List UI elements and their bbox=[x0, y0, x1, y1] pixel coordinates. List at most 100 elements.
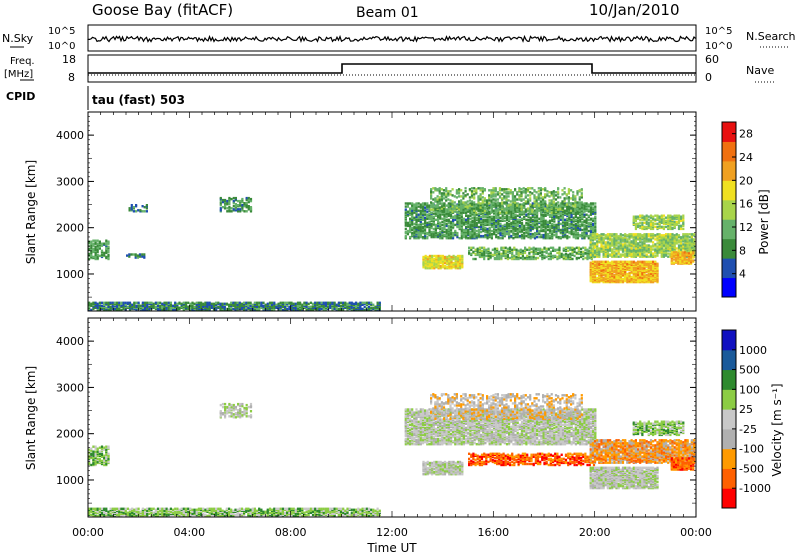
heatmap-cell bbox=[639, 260, 642, 263]
heatmap-cell bbox=[178, 301, 181, 304]
heatmap-cell bbox=[602, 260, 605, 263]
heatmap-cell bbox=[438, 206, 441, 209]
heatmap-cell bbox=[424, 254, 427, 258]
heatmap-cell bbox=[542, 198, 545, 201]
heatmap-cell bbox=[484, 226, 487, 230]
heatmap-cell bbox=[552, 195, 555, 198]
heatmap-cell bbox=[240, 307, 244, 311]
heatmap-cell bbox=[524, 208, 527, 211]
heatmap-cell bbox=[565, 193, 568, 196]
heatmap-cell bbox=[530, 247, 533, 250]
heatmap-cell bbox=[576, 224, 580, 228]
heatmap-cell bbox=[551, 229, 554, 233]
heatmap-cell bbox=[641, 269, 644, 273]
heatmap-cell bbox=[100, 304, 104, 307]
heatmap-cell bbox=[419, 205, 422, 208]
heatmap-cell bbox=[446, 261, 449, 265]
heatmap-cell bbox=[443, 261, 447, 265]
heatmap-cell bbox=[523, 237, 526, 240]
heatmap-cell bbox=[647, 272, 650, 276]
heatmap-cell bbox=[462, 221, 465, 225]
heatmap-cell bbox=[469, 223, 472, 227]
heatmap-cell bbox=[570, 209, 573, 212]
heatmap-cell bbox=[447, 237, 450, 240]
heatmap-cell bbox=[484, 218, 487, 221]
heatmap-cell bbox=[604, 248, 607, 251]
heatmap-cell bbox=[613, 275, 616, 279]
heatmap-cell bbox=[161, 305, 164, 308]
heatmap-cell bbox=[585, 206, 588, 209]
heatmap-cell bbox=[580, 250, 583, 254]
heatmap-cell bbox=[154, 305, 157, 308]
heatmap-cell bbox=[615, 247, 618, 250]
heatmap-cell bbox=[548, 234, 552, 238]
heatmap-cell bbox=[337, 307, 340, 311]
heatmap-cell bbox=[116, 305, 119, 308]
heatmap-cell bbox=[475, 234, 478, 238]
heatmap-cell bbox=[434, 208, 437, 211]
heatmap-cell bbox=[436, 198, 439, 201]
heatmap-cell bbox=[413, 228, 416, 232]
heatmap-cell bbox=[536, 215, 539, 218]
heatmap-cell bbox=[524, 188, 527, 191]
heatmap-cell bbox=[533, 189, 536, 192]
heatmap-cell bbox=[533, 231, 537, 235]
heatmap-cell bbox=[471, 216, 474, 219]
heatmap-cell bbox=[426, 267, 429, 270]
heatmap-cell bbox=[529, 205, 532, 208]
heatmap-cell bbox=[486, 233, 489, 237]
heatmap-cell bbox=[159, 304, 162, 307]
heatmap-cell bbox=[645, 260, 648, 263]
heatmap-cell bbox=[428, 215, 431, 218]
heatmap-cell bbox=[567, 190, 570, 193]
heatmap-cell bbox=[459, 256, 462, 260]
heatmap-cell bbox=[453, 195, 456, 198]
heatmap-cell bbox=[574, 207, 577, 210]
heatmap-cell bbox=[239, 204, 242, 207]
heatmap-cell bbox=[577, 252, 580, 256]
heatmap-cell bbox=[137, 209, 140, 212]
heatmap-cell bbox=[344, 301, 347, 304]
heatmap-cell bbox=[443, 265, 447, 268]
heatmap-cell bbox=[626, 262, 629, 265]
heatmap-cell bbox=[504, 254, 507, 258]
heatmap-cell bbox=[490, 196, 493, 199]
heatmap-cell bbox=[529, 216, 532, 219]
heatmap-cell bbox=[600, 237, 603, 240]
heatmap-cell bbox=[501, 201, 504, 204]
heatmap-cell bbox=[559, 235, 562, 239]
heatmap-cell bbox=[247, 205, 250, 208]
heatmap-cell bbox=[460, 234, 463, 238]
heatmap-cell bbox=[540, 208, 543, 211]
heatmap-cell bbox=[547, 257, 550, 261]
heatmap-cell bbox=[545, 255, 548, 259]
heatmap-cell bbox=[496, 254, 499, 258]
heatmap-cell bbox=[552, 200, 555, 203]
heatmap-cell bbox=[284, 301, 287, 304]
heatmap-cell bbox=[505, 191, 508, 194]
heatmap-cell bbox=[589, 265, 592, 268]
heatmap-cell bbox=[260, 303, 263, 306]
heatmap-cell bbox=[507, 207, 510, 210]
heatmap-cell bbox=[409, 207, 412, 210]
heatmap-cell bbox=[510, 221, 513, 225]
heatmap-cell bbox=[223, 302, 226, 305]
heatmap-cell bbox=[456, 221, 459, 225]
heatmap-cell bbox=[526, 198, 530, 201]
heatmap-cell bbox=[656, 262, 659, 265]
heatmap-cell bbox=[539, 194, 542, 197]
heatmap-cell bbox=[628, 260, 631, 263]
heatmap-cell bbox=[451, 200, 454, 203]
heatmap-cell bbox=[446, 255, 449, 259]
heatmap-cell bbox=[467, 203, 470, 206]
heatmap-cell bbox=[570, 218, 573, 221]
heatmap-cell bbox=[526, 190, 530, 193]
heatmap-cell bbox=[561, 207, 564, 210]
heatmap-cell bbox=[411, 211, 414, 214]
heatmap-cell bbox=[197, 301, 200, 304]
heatmap-cell bbox=[461, 260, 464, 264]
heatmap-cell bbox=[594, 208, 597, 211]
heatmap-cell bbox=[228, 303, 231, 306]
heatmap-cell bbox=[141, 205, 144, 208]
heatmap-cell bbox=[621, 253, 625, 256]
